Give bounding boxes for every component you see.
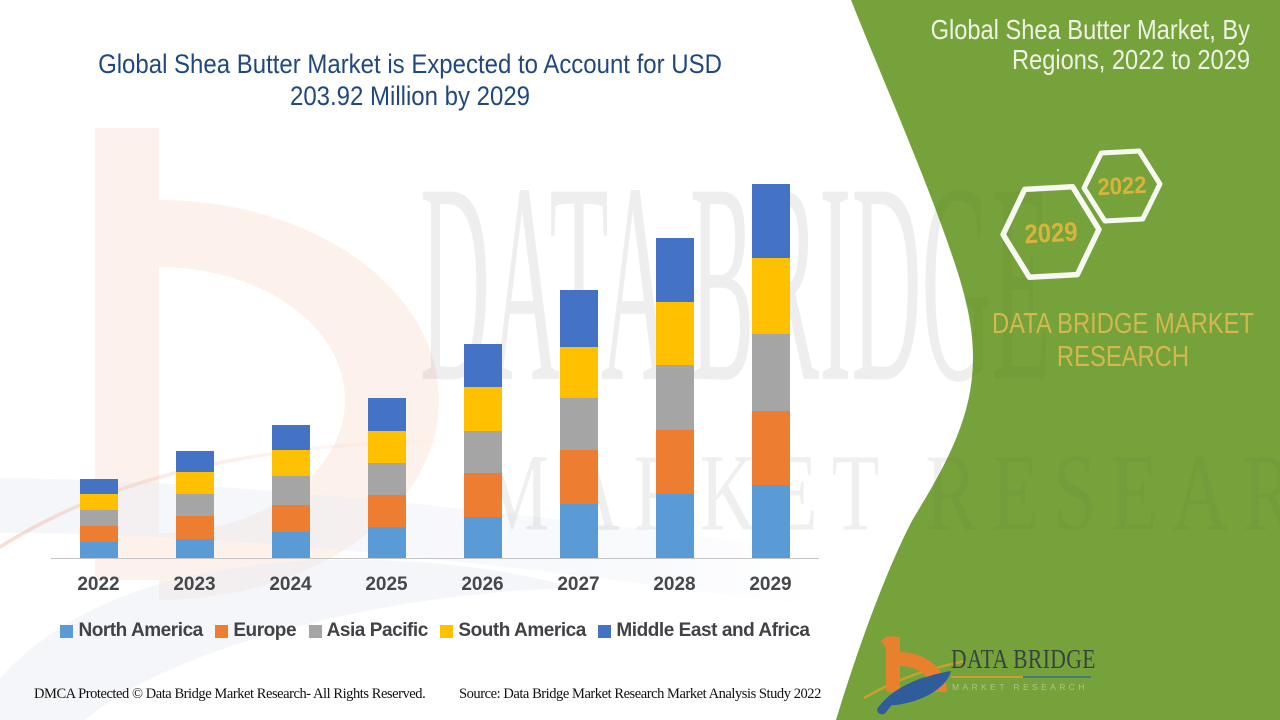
bar-segment-2023-north-america bbox=[175, 538, 214, 559]
data-bridge-logo bbox=[863, 636, 967, 715]
band-title: Global Shea Butter Market, By Regions, 2… bbox=[880, 15, 1250, 75]
bar-segment-2028-asia-pacific bbox=[655, 365, 694, 430]
bar-segment-2023-middle-east-and-africa bbox=[175, 450, 214, 472]
bar-segment-2024-asia-pacific bbox=[271, 476, 310, 505]
bar-segment-2028-north-america bbox=[655, 493, 694, 559]
bar-segment-2027-asia-pacific bbox=[559, 398, 598, 451]
bar-segment-2026-middle-east-and-africa bbox=[463, 343, 502, 387]
bar-segment-2024-south-america bbox=[271, 450, 310, 476]
bar-segment-2022-north-america bbox=[79, 541, 118, 559]
legend-label: Asia Pacific bbox=[326, 620, 429, 641]
footer-dmca: DMCA Protected © Data Bridge Market Rese… bbox=[34, 686, 426, 702]
logo-wordmark: DATA BRIDGE bbox=[951, 644, 1096, 674]
bar-segment-2025-asia-pacific bbox=[367, 462, 406, 496]
legend-item-south-america: South America bbox=[440, 620, 586, 642]
bar-segment-2028-south-america bbox=[655, 301, 694, 366]
bar-segment-2029-south-america bbox=[751, 257, 790, 334]
band-title-line1: Global Shea Butter Market, By bbox=[930, 14, 1250, 45]
bar-segment-2026-north-america bbox=[463, 516, 502, 559]
chart-legend: North America Europe Asia Pacific South Ame… bbox=[40, 620, 830, 642]
footer-source: Source: Data Bridge Market Research Mark… bbox=[459, 686, 821, 702]
x-axis-label-2022: 2022 bbox=[77, 574, 120, 595]
bar-segment-2027-europe bbox=[559, 450, 598, 505]
bar-segment-2027-middle-east-and-africa bbox=[559, 289, 598, 347]
bar-segment-2025-middle-east-and-africa bbox=[367, 397, 406, 432]
legend-item-europe: Europe bbox=[215, 620, 297, 642]
bar-segment-2022-asia-pacific bbox=[79, 509, 118, 526]
logo-b-icon bbox=[886, 637, 900, 692]
band-title-line2: Regions, 2022 to 2029 bbox=[1011, 44, 1250, 75]
hexagon-2029 bbox=[1000, 184, 1102, 280]
x-axis-label-2029: 2029 bbox=[749, 574, 792, 595]
bar-segment-2023-asia-pacific bbox=[175, 494, 214, 516]
legend-swatch-icon bbox=[598, 624, 612, 638]
bar-segment-2029-asia-pacific bbox=[751, 333, 790, 412]
bar-segment-2024-middle-east-and-africa bbox=[271, 424, 310, 451]
chart-title: Global Shea Butter Market is Expected to… bbox=[75, 48, 745, 112]
band-brand-text: DATA BRIDGE MARKET RESEARCH bbox=[988, 308, 1259, 374]
bar-segment-2028-middle-east-and-africa bbox=[655, 237, 694, 302]
legend-swatch-icon bbox=[215, 624, 229, 638]
bar-segment-2029-europe bbox=[751, 411, 790, 485]
bar-segment-2029-north-america bbox=[751, 484, 790, 559]
bar-segment-2022-europe bbox=[79, 525, 118, 542]
x-axis-label-2026: 2026 bbox=[461, 574, 504, 595]
chart-title-line1: Global Shea Butter Market is Expected to… bbox=[98, 49, 722, 79]
logo-underline-gold bbox=[951, 676, 1023, 678]
logo-underline-teal bbox=[1023, 676, 1091, 678]
legend-item-asia-pacific: Asia Pacific bbox=[308, 620, 429, 642]
hexagon-2022-label: 2022 bbox=[1097, 172, 1147, 202]
hexagon-2022 bbox=[1081, 148, 1163, 224]
bar-segment-2028-europe bbox=[655, 429, 694, 494]
x-axis-line bbox=[51, 558, 819, 560]
bar-segment-2027-north-america bbox=[559, 504, 598, 559]
bar-segment-2022-middle-east-and-africa bbox=[79, 478, 118, 494]
bar-segment-2024-europe bbox=[271, 504, 310, 533]
hexagon-2029-label: 2029 bbox=[1024, 217, 1078, 250]
x-axis-label-2024: 2024 bbox=[269, 574, 312, 595]
x-axis-label-2028: 2028 bbox=[653, 574, 696, 595]
logo-b-hook bbox=[881, 636, 898, 648]
x-axis-label-2025: 2025 bbox=[365, 574, 408, 595]
x-axis-label-2027: 2027 bbox=[557, 574, 600, 595]
bar-segment-2023-europe bbox=[175, 515, 214, 539]
bar-segment-2025-europe bbox=[367, 495, 406, 528]
chart-title-line2: 203.92 Million by 2029 bbox=[290, 81, 530, 111]
bar-segment-2027-south-america bbox=[559, 346, 598, 399]
legend-label: Middle East and Africa bbox=[616, 620, 810, 641]
band-brand-line2: RESEARCH bbox=[1056, 341, 1190, 373]
bar-segment-2025-north-america bbox=[367, 527, 406, 559]
band-brand-line1: DATA BRIDGE MARKET bbox=[991, 308, 1255, 340]
bar-segment-2023-south-america bbox=[175, 471, 214, 495]
x-axis-label-2023: 2023 bbox=[173, 574, 216, 595]
legend-label: Europe bbox=[233, 620, 297, 641]
legend-swatch-icon bbox=[308, 624, 322, 638]
bar-segment-2026-europe bbox=[463, 473, 502, 517]
bar-segment-2026-asia-pacific bbox=[463, 430, 502, 474]
bar-segment-2025-south-america bbox=[367, 431, 406, 463]
bar-segment-2024-north-america bbox=[271, 532, 310, 559]
legend-swatch-icon bbox=[440, 624, 454, 638]
watermark-blue-leaf bbox=[0, 559, 575, 720]
legend-swatch-icon bbox=[60, 624, 74, 638]
bar-segment-2022-south-america bbox=[79, 493, 118, 510]
logo-blue-leaf bbox=[882, 671, 951, 706]
bar-segment-2029-middle-east-and-africa bbox=[751, 183, 790, 258]
logo-subtitle: MARKET RESEARCH bbox=[952, 682, 1088, 692]
logo-gold-swoosh bbox=[863, 659, 967, 700]
legend-item-middle-east-and-africa: Middle East and Africa bbox=[598, 620, 810, 642]
bar-segment-2026-south-america bbox=[463, 386, 502, 431]
legend-label: South America bbox=[458, 620, 586, 641]
legend-item-north-america: North America bbox=[60, 620, 203, 642]
green-band-shape bbox=[836, 0, 1280, 720]
legend-label: North America bbox=[78, 620, 203, 641]
